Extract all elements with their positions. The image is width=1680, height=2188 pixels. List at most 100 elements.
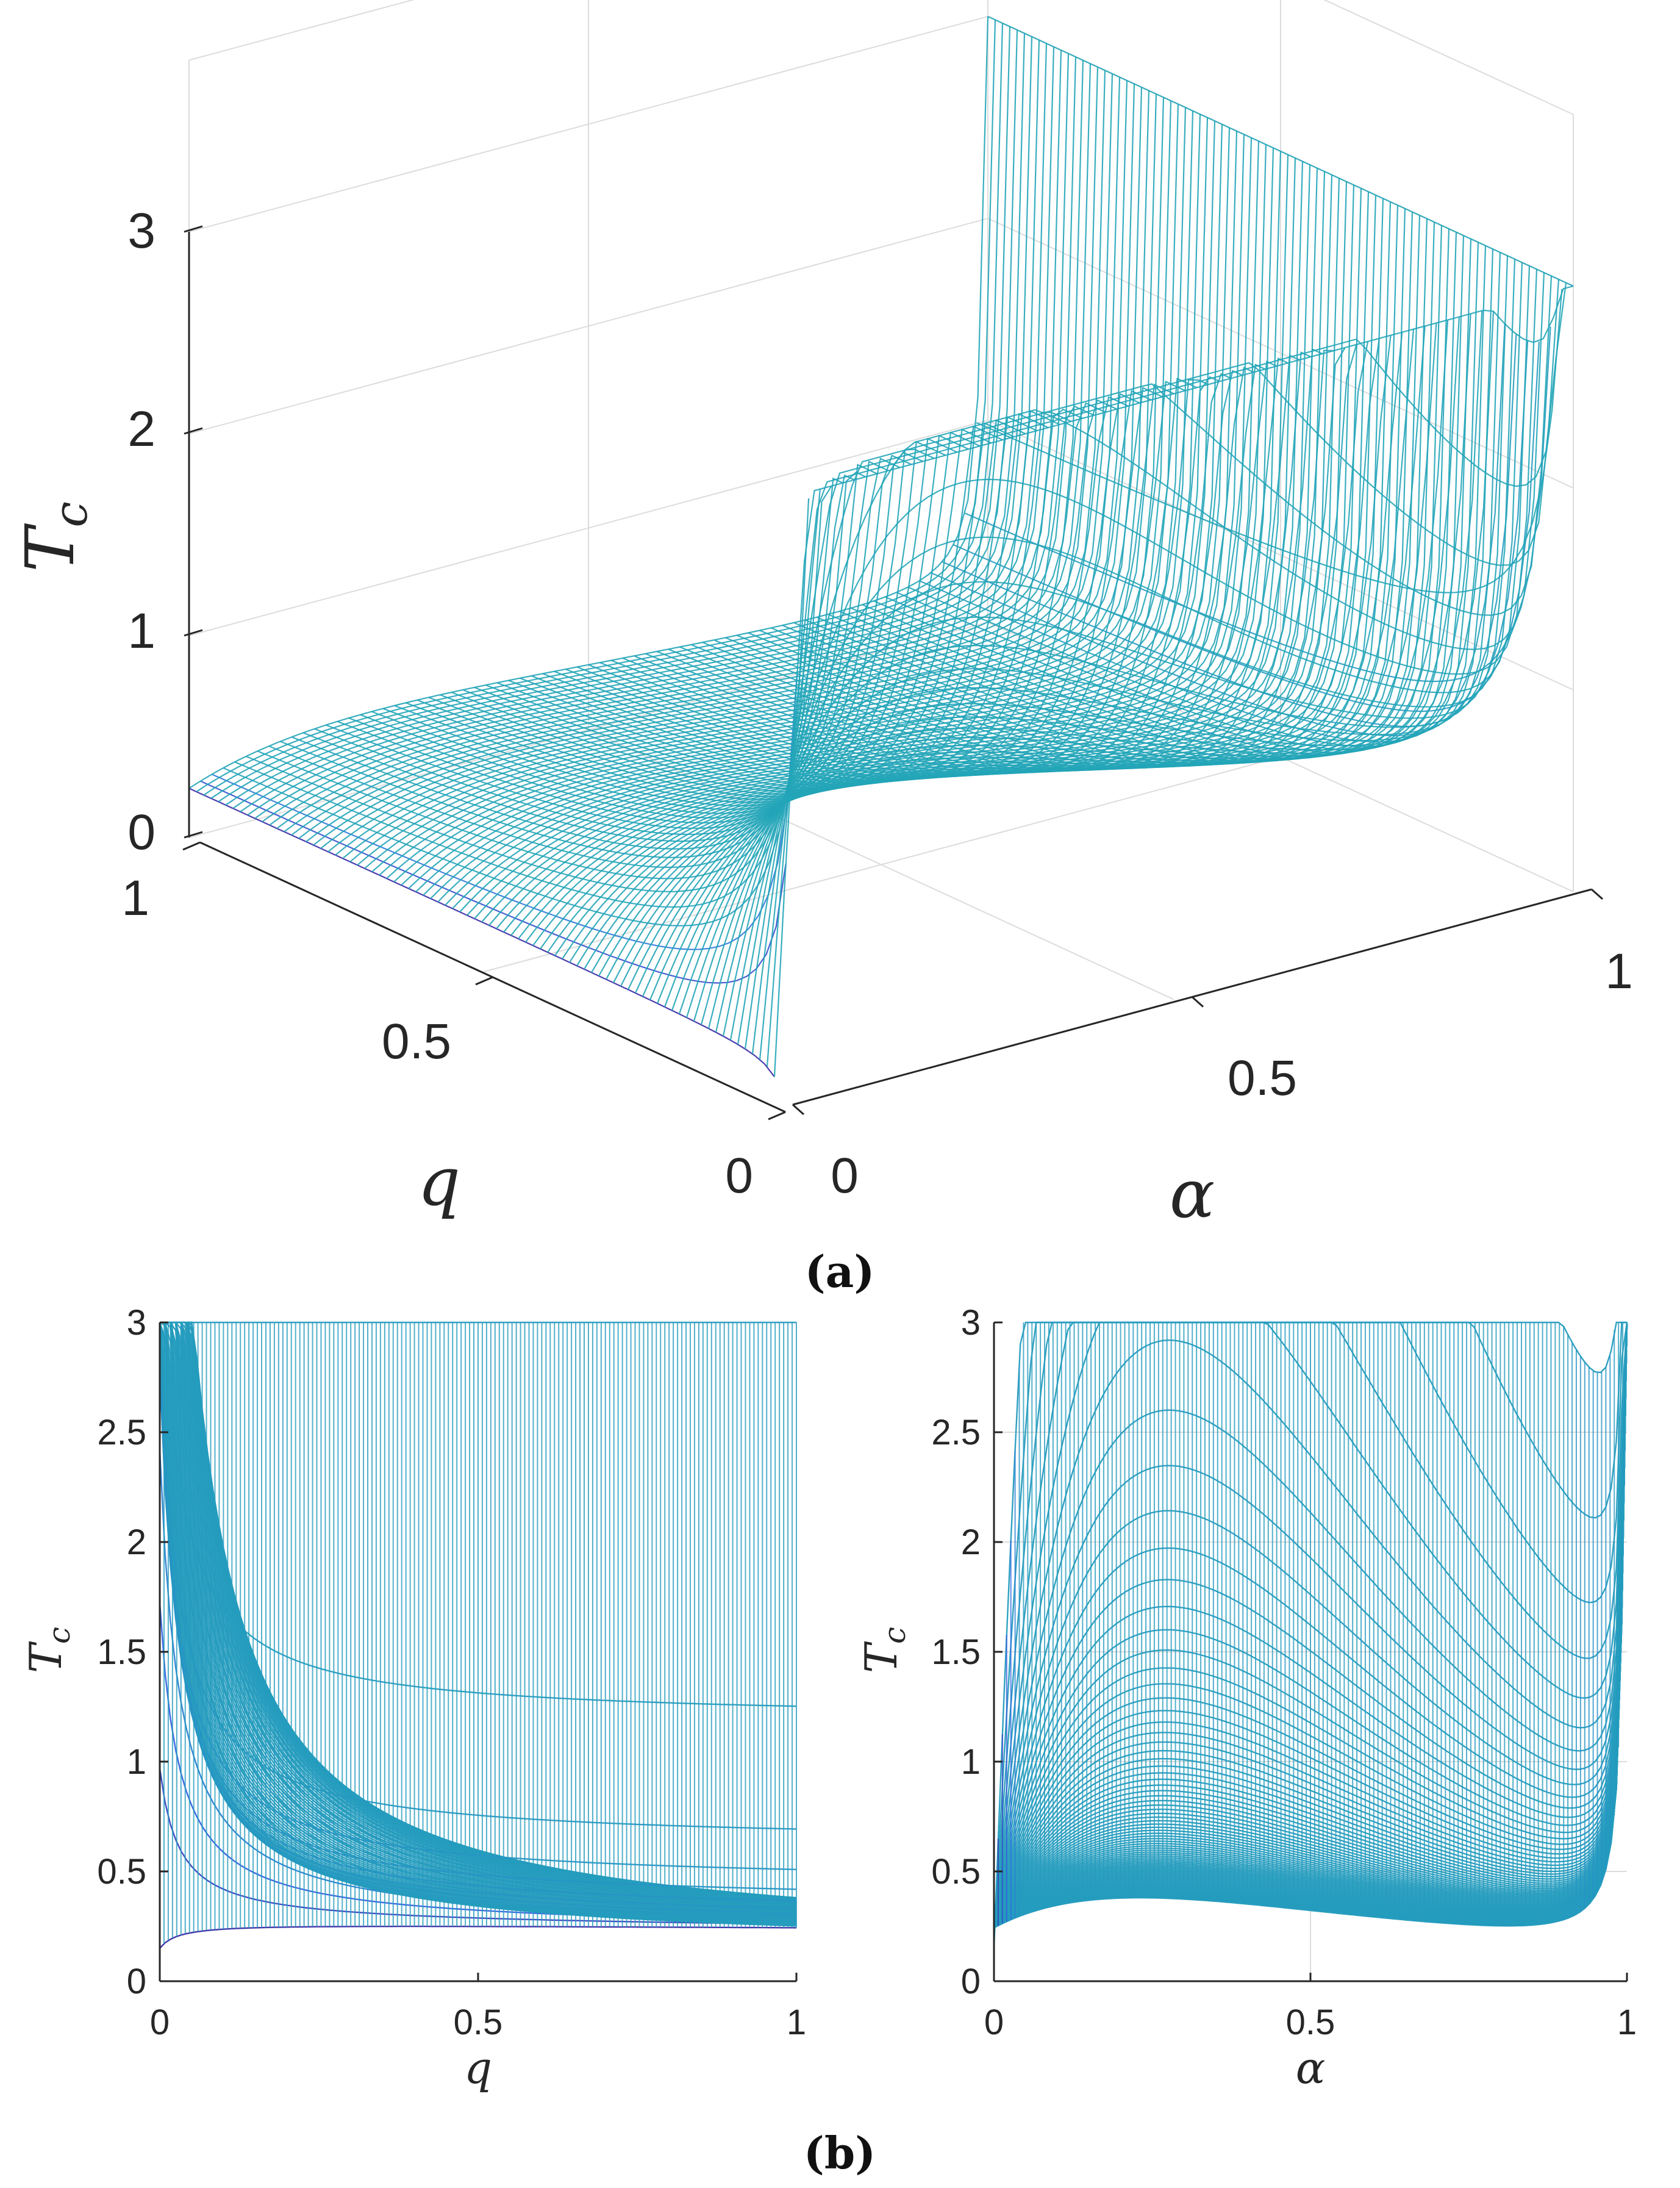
panel-b-right-curves — [993, 1321, 1628, 1949]
a-mesh-line-const-q — [313, 73, 1113, 846]
a-zlabel: Tc — [11, 501, 98, 572]
a-mesh-line-const-q — [203, 23, 1004, 796]
a-alpha-tick — [1591, 888, 1603, 900]
a-atick-05: 0.5 — [1228, 1050, 1297, 1106]
a-ztick-2: 2 — [127, 401, 155, 457]
a-mesh-line-const-q — [766, 282, 1567, 1067]
panel-a-3d-surface: 0 1 2 3 1 0.5 0 0 0.5 1 Tc q α (a) — [11, 0, 1633, 1297]
bl-xtick-0: 0 — [150, 2003, 170, 2042]
a-alpha-tick — [792, 1103, 804, 1116]
a-mesh-line-const-q — [210, 26, 1011, 799]
a-q-tick — [768, 1111, 786, 1121]
a-mesh-line-const-q — [547, 181, 1348, 953]
a-mesh-line-const-q — [445, 134, 1245, 906]
a-qtick-1: 1 — [121, 870, 149, 926]
a-qtick-0: 0 — [725, 1148, 753, 1203]
panel-a-axes — [182, 225, 1603, 1121]
a-mesh-line-const-q — [503, 161, 1304, 933]
br-ytick-1: 1 — [961, 1742, 981, 1782]
a-qlabel: q — [418, 1142, 460, 1221]
a-mesh-line-const-q — [481, 151, 1282, 923]
caption-a: (a) — [805, 1246, 875, 1297]
br-ytick-05: 0.5 — [931, 1852, 981, 1892]
a-mesh-line-const-q — [737, 269, 1538, 1045]
a-z-tick — [184, 427, 203, 435]
bl-ytick-2: 2 — [127, 1523, 146, 1562]
a-mesh-line-const-alpha — [976, 289, 1563, 594]
a-mesh-line-const-q — [452, 137, 1253, 909]
a-atick-1: 1 — [1605, 944, 1633, 999]
panel-b-right-axes — [993, 1321, 1628, 1982]
a-mesh-line-const-q — [284, 60, 1084, 833]
bl-ytick-05: 0.5 — [97, 1852, 146, 1892]
br-xtick-0: 0 — [984, 2003, 1004, 2042]
a-mesh-line-const-q — [751, 276, 1553, 1054]
bl-curve — [159, 1925, 797, 1949]
br-ytick-25: 2.5 — [931, 1413, 981, 1452]
panel-b-left-curves — [159, 1321, 797, 1949]
a-mesh-line-const-q — [269, 53, 1070, 826]
a-mesh-line-const-q — [474, 148, 1274, 919]
a-mesh-line-const-q — [518, 168, 1318, 939]
a-mesh-line-const-q — [540, 178, 1340, 950]
a-mesh-line-const-q — [364, 97, 1165, 869]
a-mesh-line-const-q — [415, 121, 1216, 892]
a-ztick-0: 0 — [127, 805, 155, 860]
a-mesh-line-const-q — [247, 43, 1048, 816]
a-mesh-line-const-q — [306, 70, 1106, 842]
a-mesh-line-const-q — [430, 127, 1231, 899]
a-mesh-line-const-q — [291, 63, 1092, 836]
bl-ylabel: Tc — [20, 1627, 77, 1673]
a-alpha-tick — [1192, 996, 1204, 1008]
panel-a-surface-mesh — [188, 16, 1574, 1077]
bl-ytick-25: 2.5 — [97, 1413, 146, 1452]
panel-a-gridlines — [188, 0, 1574, 1000]
a-mesh-line-const-q — [393, 110, 1194, 883]
a-mesh-line-const-q — [276, 57, 1077, 829]
br-xtick-05: 0.5 — [1286, 2003, 1335, 2042]
a-qtick-05: 0.5 — [382, 1014, 451, 1069]
br-ytick-0: 0 — [961, 1962, 981, 2001]
a-mesh-line-const-q — [335, 84, 1135, 856]
a-mesh-line-const-q — [685, 245, 1487, 1018]
a-ztick-3: 3 — [127, 203, 155, 259]
a-mesh-line-const-q — [240, 40, 1040, 812]
a-mesh-line-const-q — [262, 50, 1062, 822]
br-ytick-15: 1.5 — [931, 1632, 981, 1672]
a-mesh-line-const-q — [635, 221, 1435, 994]
a-mesh-line-const-q — [371, 101, 1172, 873]
a-z-tick — [184, 831, 203, 839]
a-mesh-line-const-q — [488, 154, 1289, 926]
a-mesh-line-const-q — [700, 252, 1501, 1025]
a-mesh-line-const-q — [744, 272, 1545, 1049]
panel-b-left-tc-vs-q: 0 0.5 1 1.5 2 2.5 3 0 0.5 1 Tc q — [20, 1303, 806, 2093]
caption-b: (b) — [804, 2127, 876, 2179]
a-mesh-line-const-q — [496, 157, 1296, 930]
br-xtick-1: 1 — [1617, 2003, 1637, 2042]
a-grid-zlevel — [188, 15, 1574, 287]
a-q-tick — [475, 976, 493, 986]
a-atick-0: 0 — [831, 1148, 859, 1203]
br-curve — [993, 1322, 1628, 1929]
a-mesh-line-const-q — [773, 285, 1574, 1077]
a-mesh-line-const-q — [437, 131, 1238, 903]
a-mesh-line-const-q — [196, 20, 996, 792]
a-mesh-line-const-alpha — [246, 486, 832, 892]
a-mesh-line-const-q — [379, 104, 1179, 876]
br-ytick-2: 2 — [961, 1523, 981, 1562]
a-mesh-line-const-q — [225, 33, 1026, 806]
a-mesh-line-const-q — [715, 259, 1516, 1033]
a-mesh-line-const-q — [562, 188, 1362, 959]
a-grid-top — [188, 0, 1574, 115]
a-mesh-line-const-q — [525, 171, 1326, 943]
a-mesh-line-const-q — [401, 114, 1201, 886]
a-grid-floor — [481, 756, 1281, 973]
a-ztick-1: 1 — [127, 603, 155, 659]
a-alphalabel: α — [1170, 1155, 1215, 1233]
a-mesh-line-const-q — [729, 265, 1531, 1041]
a-mesh-line-const-q — [423, 124, 1223, 896]
a-mesh-line-const-q — [408, 117, 1209, 889]
a-mesh-line-const-q — [613, 212, 1414, 983]
a-mesh-line-const-q — [510, 165, 1311, 936]
bl-xtick-1: 1 — [787, 2003, 806, 2042]
